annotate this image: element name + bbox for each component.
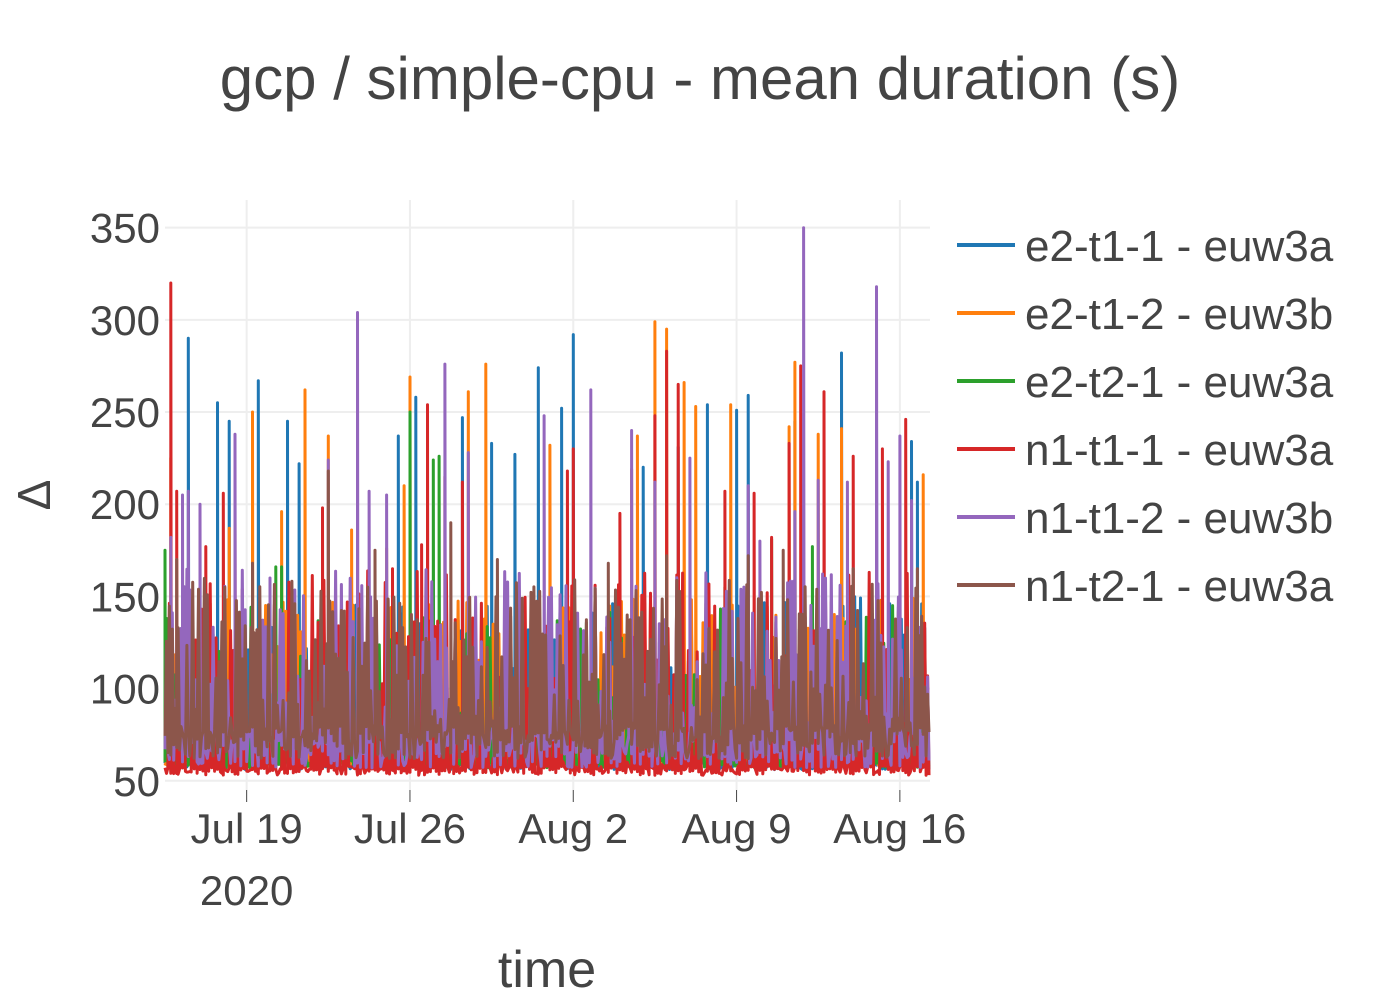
legend-label: e2-t2-1 - euw3a	[1025, 358, 1334, 407]
legend-label: e2-t1-2 - euw3b	[1025, 290, 1333, 339]
y-axis-label: Δ	[8, 480, 60, 511]
y-tick-label: 150	[90, 573, 160, 620]
x-tick-label: Aug 16	[833, 805, 966, 852]
y-tick-label: 300	[90, 297, 160, 344]
x-tick-labels: Jul 19 2020 Jul 26 Aug 2 Aug 9 Aug 16	[191, 805, 967, 914]
x-tick-sublabel: 2020	[200, 867, 293, 914]
legend-item[interactable]: e2-t2-1 - euw3a	[957, 358, 1334, 407]
legend-item[interactable]: n1-t1-1 - euw3a	[957, 426, 1334, 475]
y-tick-labels: 50 100 150 200 250 300 350	[90, 205, 160, 805]
legend-item[interactable]: n1-t1-2 - euw3b	[957, 494, 1333, 543]
series-line	[163, 469, 931, 761]
legend-item[interactable]: e2-t1-2 - euw3b	[957, 290, 1333, 339]
y-tick-label: 350	[90, 205, 160, 252]
x-tick-label: Jul 19	[191, 805, 303, 852]
legend-label: n1-t1-2 - euw3b	[1025, 494, 1333, 543]
y-tick-label: 100	[90, 666, 160, 713]
legend-item[interactable]: e2-t1-1 - euw3a	[957, 222, 1334, 271]
x-tick-label: Jul 26	[354, 805, 466, 852]
legend-label: n1-t1-1 - euw3a	[1025, 426, 1334, 475]
plot-area[interactable]	[163, 226, 931, 777]
legend-label: e2-t1-1 - euw3a	[1025, 222, 1334, 271]
series-line	[163, 226, 931, 770]
chart-title: gcp / simple-cpu - mean duration (s)	[220, 45, 1180, 112]
legend-label: n1-t2-1 - euw3a	[1025, 562, 1334, 611]
y-tick-label: 250	[90, 389, 160, 436]
y-tick-label: 50	[113, 758, 160, 805]
legend-item[interactable]: n1-t2-1 - euw3a	[957, 562, 1334, 611]
x-tick-label: Aug 9	[682, 805, 792, 852]
legend[interactable]: e2-t1-1 - euw3a e2-t1-2 - euw3b e2-t2-1 - …	[957, 222, 1334, 611]
x-axis-label: time	[498, 941, 596, 999]
x-tick-label: Aug 2	[518, 805, 628, 852]
y-tick-label: 200	[90, 481, 160, 528]
